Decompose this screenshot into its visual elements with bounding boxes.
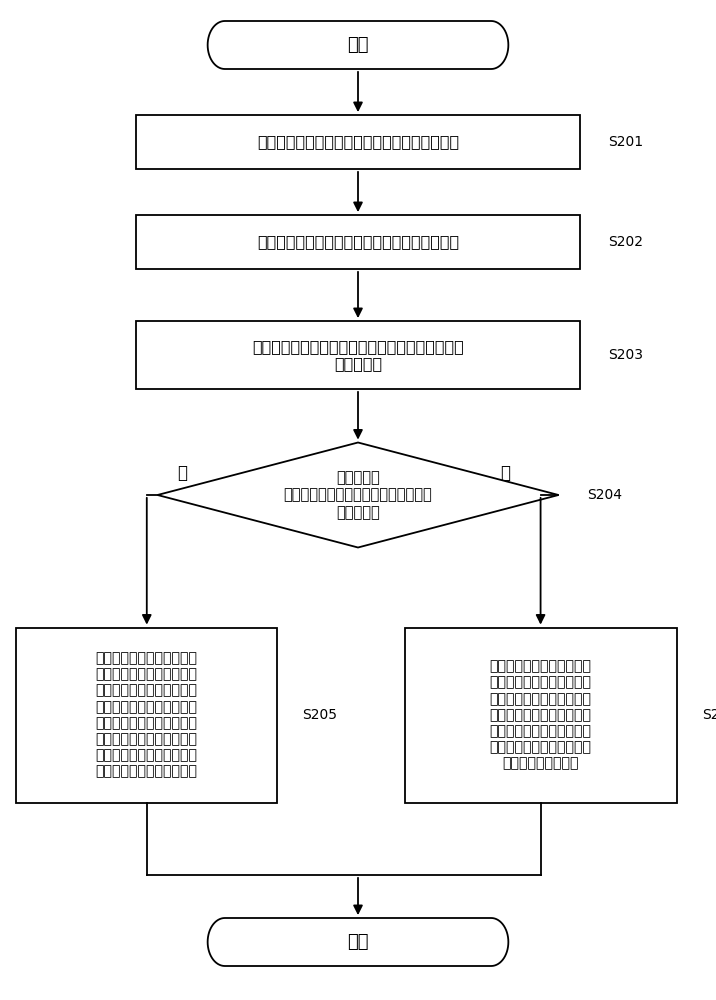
Text: 根据预设总权重计算获得各
数据通道的平均仲裁权重；
并按照平均仲裁权重对预设
监控周期进行时间分片，获
得各数据通道对应的分配时
间，以使各数据通道按照分
配时: 根据预设总权重计算获得各 数据通道的平均仲裁权重； 并按照平均仲裁权重对预设 监… bbox=[490, 659, 591, 771]
Text: 在预设监控周期内，统计各数据通道的数据流量: 在预设监控周期内，统计各数据通道的数据流量 bbox=[257, 134, 459, 149]
Text: S206: S206 bbox=[702, 708, 716, 722]
Text: 根据预设监控周期和总线数据位宽计算获得数据通
道最大带宽: 根据预设监控周期和总线数据位宽计算获得数据通 道最大带宽 bbox=[252, 339, 464, 371]
Bar bbox=[136, 115, 580, 169]
Polygon shape bbox=[158, 442, 558, 548]
Text: 开始: 开始 bbox=[347, 36, 369, 54]
PathPatch shape bbox=[208, 918, 508, 966]
Text: 结束: 结束 bbox=[347, 933, 369, 951]
Bar bbox=[16, 628, 278, 802]
Text: 根据预设总权重、总数据流
量以及各数据通道的数据流
量计算获得各数据通道的仲
裁权重；并按照各仲裁权重
对预设监控周期进行时间分
片，获得各数据通道对应的
分配: 根据预设总权重、总数据流 量以及各数据通道的数据流 量计算获得各数据通道的仲 裁… bbox=[96, 651, 198, 779]
Text: S205: S205 bbox=[302, 708, 337, 722]
Bar bbox=[136, 215, 580, 269]
Text: S201: S201 bbox=[609, 135, 644, 149]
Text: S203: S203 bbox=[609, 348, 644, 362]
Text: S204: S204 bbox=[587, 488, 622, 502]
Text: 根据各数据通道的数据流量计算获得总数据流量: 根据各数据通道的数据流量计算获得总数据流量 bbox=[257, 234, 459, 249]
Text: 判断各数据
通道的数据流量是否超出对应的数据通
道最大带宽: 判断各数据 通道的数据流量是否超出对应的数据通 道最大带宽 bbox=[284, 470, 432, 520]
PathPatch shape bbox=[208, 21, 508, 69]
Text: S202: S202 bbox=[609, 235, 644, 249]
Bar bbox=[136, 321, 580, 389]
Text: 是: 是 bbox=[500, 464, 510, 482]
Text: 否: 否 bbox=[178, 464, 188, 482]
Bar bbox=[405, 628, 677, 802]
